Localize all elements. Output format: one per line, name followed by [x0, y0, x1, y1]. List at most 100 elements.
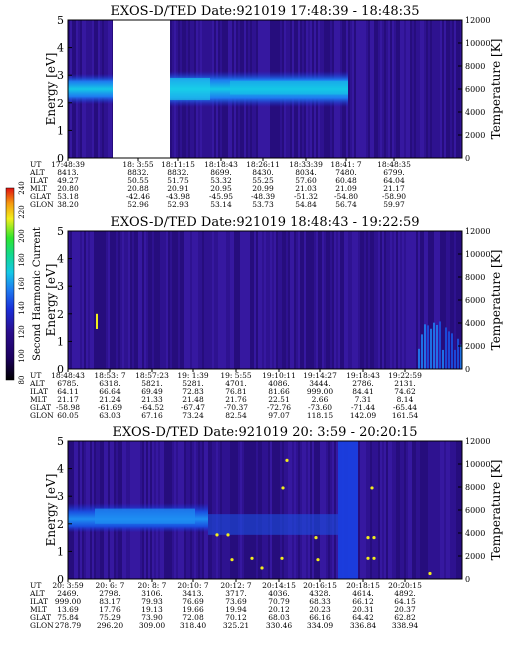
ephemeris-value: 20:10: 7	[177, 581, 209, 590]
y2-tick-label: 0	[465, 365, 470, 374]
ephemeris-value: 83.17	[99, 597, 121, 606]
y2-tick-label: 12000	[465, 437, 490, 446]
y-tick-label: 0	[57, 363, 64, 376]
ephemeris-row-label: MLT	[30, 395, 47, 404]
ephemeris-value: 20.37	[394, 605, 416, 614]
ephemeris-value: -43.98	[166, 192, 190, 201]
y2-tick-label: 10000	[465, 250, 490, 259]
ephemeris-value: 2.66	[312, 395, 329, 404]
y-tick-label: 3	[57, 490, 64, 503]
ephemeris-value: 17.76	[99, 605, 121, 614]
ephemeris-value: 19.94	[225, 605, 247, 614]
ephemeris-value: -58.98	[56, 403, 80, 412]
colorbar-tick-label: 160	[18, 277, 26, 290]
ephemeris-value: -64.52	[140, 403, 164, 412]
ephemeris-value: 20:18:15	[346, 581, 380, 590]
ephemeris-value: 118.15	[307, 411, 333, 420]
ephemeris-value: 325.21	[223, 621, 249, 630]
ephemeris-value: 70.79	[268, 597, 290, 606]
ephemeris-row-label: ILAT	[30, 176, 48, 185]
ephemeris-value: 19.13	[141, 605, 163, 614]
ephemeris-row-label: ILAT	[30, 597, 48, 606]
ephemeris-value: 18:33:39	[289, 160, 323, 169]
ephemeris-value: 55.25	[252, 176, 274, 185]
ephemeris-row-label: ALT	[29, 379, 45, 388]
ephemeris-value: 13.69	[57, 605, 79, 614]
ephemeris-value: 4086.	[268, 379, 289, 388]
ephemeris-value: 161.54	[392, 411, 418, 420]
ephemeris-value: 20: 8: 7	[138, 581, 167, 590]
y2-tick-label: 2000	[465, 342, 485, 351]
ephemeris-value: 60.48	[335, 176, 357, 185]
energy-band-core	[95, 508, 195, 524]
colorbar-tick-label: 120	[18, 325, 26, 338]
ephemeris-row-label: ILAT	[30, 387, 48, 396]
ephemeris-value: 53.32	[210, 176, 232, 185]
ephemeris-value: 21.33	[141, 395, 163, 404]
ephemeris-value: 21.09	[335, 184, 357, 193]
ephemeris-value: 309.00	[139, 621, 165, 630]
y-axis-label: Energy [eV]	[44, 264, 58, 337]
ephemeris-row-label: GLAT	[30, 403, 51, 412]
y-tick-label: 4	[57, 42, 64, 55]
hot-pixels	[215, 458, 432, 576]
ephemeris-row-label: ALT	[29, 589, 45, 598]
y2-tick-label: 12000	[465, 227, 490, 236]
ephemeris-value: -58.90	[382, 192, 406, 201]
ephemeris-value: 7480.	[335, 168, 356, 177]
ephemeris-value: 18:18:43	[204, 160, 238, 169]
y2-tick-label: 6000	[465, 85, 485, 94]
ephemeris-value: 8034.	[295, 168, 316, 177]
y2-tick-label: 6000	[465, 506, 485, 515]
energy-band-core	[170, 77, 210, 101]
ephemeris-value: 336.84	[350, 621, 376, 630]
y2-tick-label: 4000	[465, 108, 485, 117]
ephemeris-value: 19: 5:55	[220, 371, 252, 380]
y2-tick-label: 10000	[465, 460, 490, 469]
colorbar-tick-label: 200	[18, 229, 26, 242]
ephemeris-value: -54.80	[334, 192, 358, 201]
panel-title: EXOS-D/TED Date:921019 17:48:39 - 18:48:…	[110, 4, 419, 19]
ephemeris-value: 76.81	[225, 387, 246, 396]
ephemeris-value: 20:14:15	[262, 581, 296, 590]
y2-tick-label: 8000	[465, 483, 485, 492]
ephemeris-value: 2469.	[57, 589, 78, 598]
spectrogram-texture	[68, 231, 462, 369]
ephemeris-value: 64.15	[394, 597, 416, 606]
ephemeris-value: 19:14:27	[303, 371, 337, 380]
vertical-enhancement	[338, 441, 358, 579]
ephemeris-value: 999.00	[307, 387, 333, 396]
ephemeris-value: 334.09	[307, 621, 333, 630]
ephemeris-value: 64.11	[57, 387, 78, 396]
ephemeris-value: 19.66	[182, 605, 204, 614]
y2-tick-label: 6000	[465, 296, 485, 305]
ephemeris-value: -61.69	[98, 403, 122, 412]
ephemeris-value: 52.93	[167, 200, 189, 209]
ephemeris-value: 19:18:43	[346, 371, 380, 380]
y-tick-label: 0	[57, 573, 64, 586]
y2-tick-label: 8000	[465, 273, 485, 282]
ephemeris-value: 69.49	[141, 387, 163, 396]
y2-tick-label: 0	[465, 154, 470, 163]
ephemeris-value: 72.83	[182, 387, 204, 396]
ephemeris-value: 18:48:43	[51, 371, 85, 380]
ephemeris-row-label: GLON	[30, 200, 54, 209]
ephemeris-value: 18:53: 7	[94, 371, 126, 380]
y-tick-label: 2	[57, 518, 64, 531]
y-tick-label: 5	[57, 14, 64, 27]
ephemeris-value: 53.18	[57, 192, 79, 201]
colorbar: 80 100 120 140 160 180 200 220 240 Second Harmoni…	[5, 181, 43, 384]
ephemeris-value: 3717.	[225, 589, 246, 598]
ephemeris-value: 49.27	[57, 176, 79, 185]
ephemeris-value: 142.09	[350, 411, 376, 420]
ephemeris-value: 4036.	[268, 589, 289, 598]
edge-enhancement	[418, 321, 462, 369]
ephemeris-value: 17:48:39	[51, 160, 85, 169]
y-tick-label: 5	[57, 435, 64, 448]
y2-tick-label: 8000	[465, 62, 485, 71]
ephemeris-value: 2131.	[394, 379, 415, 388]
ephemeris-value: 21.24	[99, 395, 121, 404]
ephemeris-value: -48.39	[251, 192, 275, 201]
ephemeris-value: 74.62	[394, 387, 416, 396]
y2-tick-label: 4000	[465, 529, 485, 538]
